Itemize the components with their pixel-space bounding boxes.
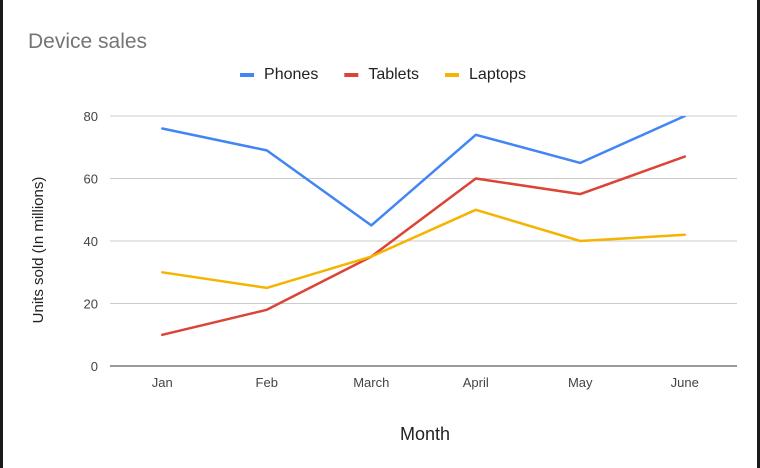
- y-tick-label: 40: [84, 234, 98, 249]
- legend-label: Phones: [264, 66, 318, 83]
- x-tick-label: March: [353, 375, 389, 390]
- legend-swatch-phones: [240, 73, 255, 77]
- y-tick-label: 0: [91, 359, 98, 374]
- x-tick-label: April: [463, 375, 489, 390]
- legend-label: Laptops: [469, 66, 526, 83]
- y-tick-label: 60: [84, 172, 98, 187]
- x-tick-label: Feb: [256, 375, 278, 390]
- chart-frame: Device sales Phones Tablets Laptops 0 20 40 6…: [3, 0, 757, 468]
- gridlines: [110, 115, 737, 367]
- legend-item-tablets[interactable]: Tablets: [344, 66, 419, 83]
- y-tick-label: 20: [84, 297, 98, 312]
- legend-swatch-laptops: [445, 73, 460, 77]
- y-tick-label: 80: [84, 109, 98, 124]
- legend-label: Tablets: [368, 66, 419, 83]
- x-tick-label: June: [671, 375, 699, 390]
- x-tick-label: May: [568, 375, 593, 390]
- series-line-tablets: [161, 155, 687, 337]
- x-axis-ticks: Jan Feb March April May June: [152, 375, 699, 390]
- y-axis-title: Units sold (In millions): [30, 177, 47, 324]
- x-tick-label: Jan: [152, 375, 173, 390]
- legend-item-phones[interactable]: Phones: [240, 66, 318, 83]
- line-chart: Device sales Phones Tablets Laptops 0 20 40 6…: [28, 30, 737, 444]
- series-lines: [161, 116, 687, 337]
- legend-swatch-tablets: [344, 73, 359, 77]
- legend: Phones Tablets Laptops: [240, 66, 526, 83]
- series-line-laptops: [161, 208, 687, 290]
- chart-title: Device sales: [28, 30, 147, 53]
- legend-item-laptops[interactable]: Laptops: [445, 66, 526, 83]
- series-line-phones: [161, 116, 687, 227]
- x-axis-title: Month: [400, 424, 450, 444]
- y-axis-ticks: 0 20 40 60 80: [84, 109, 98, 374]
